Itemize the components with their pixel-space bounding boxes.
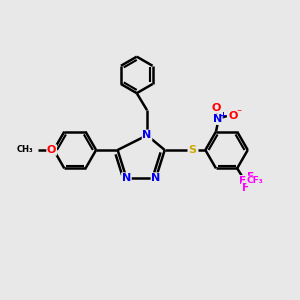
Text: O: O [211, 103, 220, 113]
Text: O: O [47, 145, 56, 155]
Text: F: F [242, 183, 249, 193]
Text: S: S [189, 145, 197, 155]
Text: N: N [213, 114, 222, 124]
Text: O: O [228, 111, 237, 121]
Text: F: F [239, 176, 247, 186]
Text: +: + [220, 111, 226, 120]
Text: CF₃: CF₃ [247, 176, 264, 185]
Text: N: N [142, 130, 152, 140]
Text: CH₃: CH₃ [16, 146, 33, 154]
Text: ⁻: ⁻ [236, 108, 242, 118]
Text: F: F [248, 172, 255, 182]
Text: N: N [151, 173, 160, 183]
Text: N: N [122, 173, 131, 183]
